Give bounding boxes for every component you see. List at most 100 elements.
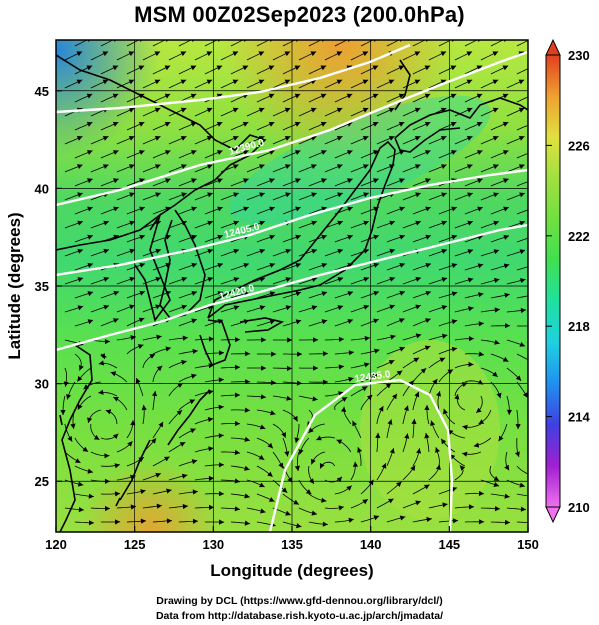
wind-arrowhead — [151, 438, 157, 444]
wind-arrowhead — [285, 192, 291, 198]
wind-arrowhead — [269, 234, 275, 240]
wind-arrowhead — [243, 178, 249, 184]
wind-arrowhead — [322, 351, 328, 357]
wind-arrowhead — [320, 93, 327, 99]
wind-arrowhead — [451, 291, 458, 297]
wind-arrowhead — [86, 65, 93, 71]
wind-arrowhead — [129, 164, 135, 169]
wind-arrowhead — [76, 79, 83, 85]
wind-arrowhead — [165, 178, 171, 184]
wind-arrowhead — [287, 365, 292, 371]
wind-arrowhead — [295, 150, 301, 155]
wind-arrowhead — [492, 51, 499, 57]
streamline — [464, 40, 478, 47]
wind-arrowhead — [219, 519, 225, 525]
wind-arrowhead — [77, 481, 84, 487]
wind-arrowhead — [128, 107, 135, 113]
wind-arrowhead — [519, 342, 525, 347]
wind-arrowhead — [388, 498, 394, 504]
wind-arrowhead — [259, 164, 265, 169]
wind-arrowhead — [529, 94, 535, 99]
wind-arrowhead — [476, 121, 483, 127]
wind-arrowhead — [494, 307, 500, 313]
wind-arrowhead — [336, 79, 343, 85]
wind-arrowhead — [217, 234, 223, 240]
wind-arrowhead — [77, 305, 84, 311]
wind-arrowhead — [493, 164, 499, 170]
coastline-segment — [56, 54, 267, 231]
wind-arrowhead — [115, 519, 121, 525]
wind-arrowhead — [87, 234, 93, 240]
wind-arrowhead — [373, 515, 380, 521]
wind-arrowhead — [450, 65, 457, 71]
wind-arrowhead — [165, 150, 171, 155]
wind-arrowhead — [281, 487, 288, 493]
wind-arrowhead — [398, 65, 405, 71]
wind-arrowhead — [476, 65, 483, 71]
wind-arrowhead — [408, 380, 414, 386]
wind-arrowhead — [424, 121, 431, 127]
wind-arrowhead — [441, 220, 447, 226]
wind-arrowhead — [415, 192, 421, 198]
wind-arrowhead — [316, 435, 322, 441]
wind-arrowhead — [442, 502, 448, 508]
wind-arrowhead — [298, 449, 304, 455]
wind-arrowhead — [87, 319, 94, 325]
wind-arrowhead — [87, 468, 93, 474]
wind-arrowhead — [155, 192, 161, 198]
wind-arrowhead — [281, 432, 286, 438]
wind-arrowhead — [209, 504, 214, 510]
wind-arrowhead — [260, 394, 266, 400]
wind-arrowhead — [373, 318, 379, 324]
x-tick-label: 130 — [202, 537, 224, 552]
wind-arrowhead — [296, 523, 302, 529]
wind-arrowhead — [86, 93, 93, 99]
wind-arrowhead — [361, 386, 368, 392]
wind-arrowhead — [389, 220, 395, 226]
wind-arrowhead — [245, 351, 251, 357]
wind-arrowhead — [441, 192, 447, 198]
wind-arrowhead — [285, 510, 291, 516]
y-tick-label: 45 — [35, 84, 49, 99]
wind-arrowhead — [244, 493, 250, 499]
wind-arrowhead — [294, 121, 301, 127]
wind-arrowhead — [492, 79, 499, 85]
wind-arrowhead — [441, 277, 448, 283]
wind-arrowhead — [477, 263, 484, 269]
wind-arrowhead — [154, 136, 161, 141]
wind-arrowhead — [180, 107, 187, 113]
wind-arrowhead — [375, 432, 381, 438]
wind-arrowhead — [452, 518, 458, 524]
x-tick-label: 135 — [281, 537, 303, 552]
wind-arrowhead — [233, 248, 239, 254]
colorbar-tick-label: 214 — [568, 410, 590, 425]
wind-arrowhead — [426, 516, 432, 522]
wind-arrowhead — [364, 362, 370, 368]
wind-arrowhead — [295, 178, 301, 184]
wind-arrowhead — [362, 499, 368, 505]
wind-arrowhead — [348, 350, 354, 356]
wind-arrowhead — [424, 93, 431, 99]
wind-arrowhead — [313, 337, 319, 343]
wind-arrowhead — [529, 207, 535, 212]
wind-arrowhead — [244, 436, 250, 442]
wind-arrowhead — [176, 410, 183, 416]
wind-arrowhead — [364, 335, 370, 341]
wind-arrowhead — [337, 164, 343, 169]
wind-arrowhead — [348, 376, 354, 382]
wind-arrowhead — [357, 447, 363, 453]
wind-arrowhead — [217, 178, 223, 184]
wind-arrowhead — [321, 234, 327, 240]
wind-arrowhead — [493, 476, 500, 481]
wind-arrowhead — [234, 506, 240, 512]
wind-arrowhead — [87, 417, 93, 423]
streamline — [126, 40, 140, 47]
streamline — [256, 40, 270, 47]
wind-arrowhead — [504, 464, 510, 471]
wind-arrowhead — [459, 465, 466, 471]
wind-arrowhead — [155, 472, 161, 478]
wind-arrowhead — [268, 121, 275, 127]
wind-arrowhead — [478, 419, 485, 424]
wind-arrowhead — [180, 79, 187, 85]
